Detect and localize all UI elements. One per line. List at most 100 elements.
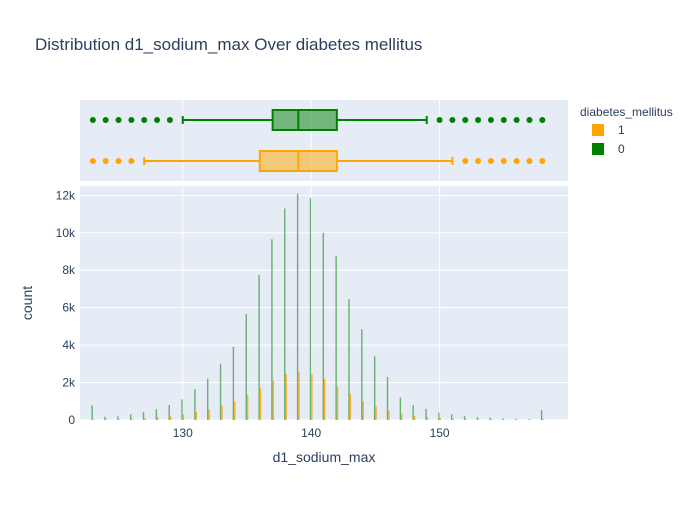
bar-series-0[interactable]: [156, 409, 157, 420]
bar-series-0[interactable]: [348, 299, 349, 420]
bar-series-0[interactable]: [335, 256, 336, 420]
bar-series-0[interactable]: [323, 233, 324, 420]
outlier-point[interactable]: [526, 117, 532, 123]
bar-series-1[interactable]: [183, 414, 184, 420]
bar-series-0[interactable]: [233, 347, 234, 420]
bar-series-0[interactable]: [143, 412, 144, 420]
bar-series-0[interactable]: [130, 414, 131, 420]
outlier-point[interactable]: [462, 117, 468, 123]
bar-series-1[interactable]: [337, 386, 338, 420]
outlier-point[interactable]: [103, 158, 109, 164]
bar-series-1[interactable]: [221, 405, 222, 420]
bar-series-0[interactable]: [490, 418, 491, 420]
bar-series-0[interactable]: [220, 364, 221, 420]
bar-series-1[interactable]: [247, 395, 248, 420]
bar-series-0[interactable]: [297, 193, 298, 420]
outlier-point[interactable]: [475, 117, 481, 123]
outlier-point[interactable]: [128, 158, 134, 164]
bar-series-1[interactable]: [427, 417, 428, 420]
outlier-point[interactable]: [449, 117, 455, 123]
bar-series-0[interactable]: [477, 417, 478, 420]
bar-series-0[interactable]: [284, 208, 285, 420]
outlier-point[interactable]: [128, 117, 134, 123]
bar-series-1[interactable]: [465, 419, 466, 420]
legend-swatch-1: [592, 124, 604, 136]
outlier-point[interactable]: [488, 158, 494, 164]
bar-series-1[interactable]: [452, 419, 453, 420]
bar-series-0[interactable]: [246, 314, 247, 420]
bar-series-0[interactable]: [258, 275, 259, 420]
outlier-point[interactable]: [116, 158, 122, 164]
bar-series-1[interactable]: [363, 401, 364, 420]
bar-series-1[interactable]: [196, 412, 197, 420]
bar-series-1[interactable]: [350, 394, 351, 420]
bar-series-1[interactable]: [324, 379, 325, 420]
bar-series-0[interactable]: [464, 416, 465, 420]
bar-series-1[interactable]: [119, 419, 120, 420]
bar-series-1[interactable]: [414, 416, 415, 420]
bar-series-0[interactable]: [502, 419, 503, 420]
bar-series-0[interactable]: [117, 416, 118, 420]
bar-series-1[interactable]: [170, 416, 171, 420]
bar-series-1[interactable]: [273, 381, 274, 420]
bar-series-1[interactable]: [208, 410, 209, 420]
outlier-point[interactable]: [501, 117, 507, 123]
bar-series-0[interactable]: [541, 410, 542, 420]
bar-series-1[interactable]: [542, 419, 543, 420]
bar-series-1[interactable]: [375, 407, 376, 420]
outlier-point[interactable]: [526, 158, 532, 164]
bar-series-0[interactable]: [425, 409, 426, 420]
outlier-point[interactable]: [103, 117, 109, 123]
outlier-point[interactable]: [539, 117, 545, 123]
outlier-point[interactable]: [514, 117, 520, 123]
bar-series-0[interactable]: [104, 417, 105, 420]
bar-series-1[interactable]: [388, 411, 389, 420]
outlier-point[interactable]: [488, 117, 494, 123]
bar-series-0[interactable]: [412, 405, 413, 420]
bar-series-0[interactable]: [181, 399, 182, 420]
bar-series-0[interactable]: [207, 379, 208, 420]
bar-series-1[interactable]: [131, 419, 132, 420]
outlier-point[interactable]: [437, 117, 443, 123]
bar-series-1[interactable]: [157, 417, 158, 420]
bar-series-1[interactable]: [234, 401, 235, 420]
bar-series-0[interactable]: [387, 377, 388, 420]
bar-series-0[interactable]: [310, 198, 311, 420]
legend-item-0[interactable]: 0: [592, 142, 625, 156]
bar-series-0[interactable]: [438, 413, 439, 420]
bar-series-0[interactable]: [91, 405, 92, 420]
outlier-point[interactable]: [90, 158, 96, 164]
bar-series-1[interactable]: [311, 374, 312, 420]
outlier-point[interactable]: [90, 117, 96, 123]
outlier-point[interactable]: [167, 117, 173, 123]
bar-series-1[interactable]: [106, 419, 107, 420]
bar-series-1[interactable]: [440, 418, 441, 420]
bar-series-1[interactable]: [478, 419, 479, 420]
bar-series-1[interactable]: [491, 419, 492, 420]
bar-series-0[interactable]: [168, 405, 169, 420]
bar-series-1[interactable]: [260, 388, 261, 420]
outlier-point[interactable]: [141, 117, 147, 123]
bar-series-1[interactable]: [285, 374, 286, 420]
outlier-point[interactable]: [116, 117, 122, 123]
bar-series-0[interactable]: [271, 239, 272, 420]
bar-series-1[interactable]: [93, 419, 94, 420]
bar-series-0[interactable]: [374, 356, 375, 420]
outlier-point[interactable]: [539, 158, 545, 164]
bar-series-0[interactable]: [194, 389, 195, 420]
outlier-point[interactable]: [154, 117, 160, 123]
bar-series-0[interactable]: [400, 398, 401, 420]
legend-item-1[interactable]: 1: [592, 123, 625, 137]
outlier-point[interactable]: [462, 158, 468, 164]
bar-series-0[interactable]: [528, 419, 529, 420]
outlier-point[interactable]: [501, 158, 507, 164]
bar-series-1[interactable]: [298, 372, 299, 420]
bar-series-0[interactable]: [361, 329, 362, 420]
bar-series-0[interactable]: [451, 414, 452, 420]
bar-series-1[interactable]: [401, 414, 402, 420]
bar-series-1[interactable]: [144, 418, 145, 420]
bar-series-0[interactable]: [515, 419, 516, 420]
outlier-point[interactable]: [514, 158, 520, 164]
outlier-point[interactable]: [475, 158, 481, 164]
y-tick-label: 12k: [56, 188, 76, 202]
